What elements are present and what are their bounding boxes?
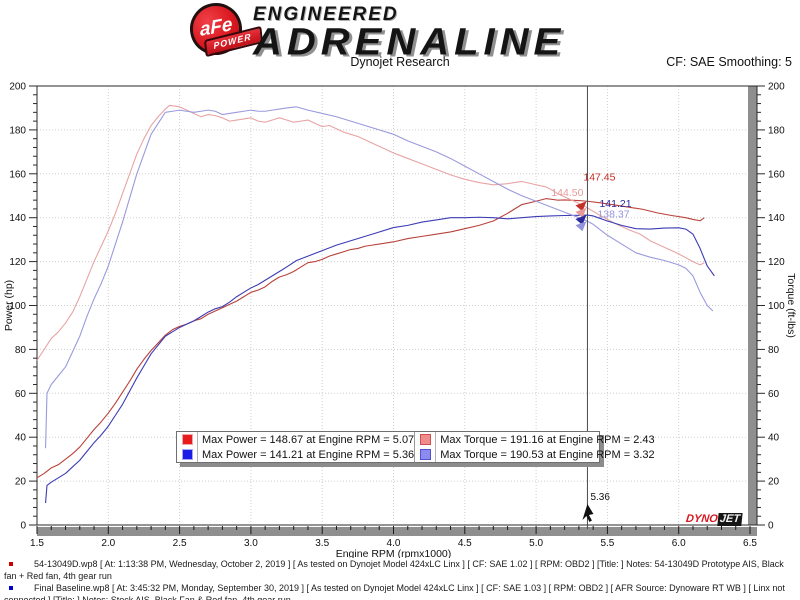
cursor-marker-arrow — [575, 207, 587, 218]
curve-power-54-13049d — [36, 198, 705, 479]
legend-swatch-box — [177, 432, 198, 447]
cursor-readout-value: 147.45 — [583, 171, 615, 183]
x-tick-label: 3.0 — [244, 538, 258, 549]
legend-box[interactable]: Max Power = 148.67 at Engine RPM = 5.07 M… — [176, 431, 655, 463]
cursor-readout-value: 141.21 — [599, 198, 631, 210]
curve-torque-54-13049d — [36, 104, 705, 361]
cursor-pointer-icon — [582, 504, 594, 522]
legend-entry-text: Max Power = 148.67 at Engine RPM = 5.07 — [202, 433, 415, 446]
x-tick-label: 2.5 — [173, 538, 187, 549]
y-left-tick-label: 80 — [15, 345, 27, 356]
smoothing-note: CF: SAE Smoothing: 5 — [666, 55, 792, 69]
x-axis-title: Engine RPM (rpmx1000) — [336, 548, 452, 558]
y-right-axis-title: Torque (ft-lbs) — [785, 273, 797, 338]
run-info-text: Final Baseline.wp8 [ At: 3:45:32 PM, Mon… — [4, 583, 785, 600]
x-tick-label: 3.5 — [315, 538, 329, 549]
y-right-tick-label: 120 — [768, 257, 785, 268]
y-left-tick-label: 60 — [15, 389, 27, 400]
x-tick-label: 1.5 — [30, 538, 44, 549]
chart-title: Dynojet Research — [350, 55, 450, 69]
y-left-tick-label: 120 — [9, 257, 26, 268]
cursor-rpm-label: 5.36 — [590, 492, 610, 503]
brand-adrenaline-text: ADRENALINE — [253, 20, 566, 64]
x-tick-label: 4.0 — [387, 538, 401, 549]
dyno-plot: 0 20 40 60 80 100 120 140 160 180 200 0 20 40 60 80 100 1… — [3, 82, 797, 559]
y-right-tick-label: 200 — [768, 82, 785, 93]
legend-entry: Max Torque = 191.16 at Engine RPM = 2.43 — [414, 432, 655, 447]
cursor-readout-value: 138.37 — [597, 208, 629, 220]
legend-entry: Max Torque = 190.53 at Engine RPM = 3.32 — [414, 447, 655, 462]
cursor-readout-value: 144.50 — [551, 187, 583, 199]
y-right-tick-label: 160 — [768, 169, 785, 180]
legend-entry-text: Max Power = 141.21 at Engine RPM = 5.36 — [202, 448, 415, 461]
y-right-tick-label: 40 — [768, 433, 780, 444]
run-bullet-icon — [9, 586, 13, 590]
curve-torque-final-baseline — [45, 106, 714, 449]
legend-swatch — [181, 434, 193, 445]
y-left-tick-label: 100 — [9, 301, 26, 312]
legend-entry: Max Power = 148.67 at Engine RPM = 5.07 — [177, 432, 414, 447]
x-tick-label: 6.0 — [672, 538, 686, 549]
dynojet-logo-jet: JET — [717, 513, 743, 526]
legend-swatch-box — [177, 447, 198, 462]
y-right-tick-label: 180 — [768, 125, 785, 136]
cursor-marker-arrow — [575, 201, 587, 212]
y-left-tick-label: 0 — [20, 521, 26, 532]
y-left-tick-label: 40 — [15, 433, 27, 444]
legend-entry-text: Max Torque = 191.16 at Engine RPM = 2.43 — [440, 433, 655, 446]
run-info-line: Final Baseline.wp8 [ At: 3:45:32 PM, Mon… — [4, 583, 797, 600]
y-left-tick-label: 140 — [9, 213, 26, 224]
x-tick-label: 2.0 — [101, 538, 115, 549]
y-left-axis-title: Power (hp) — [3, 280, 15, 331]
x-tick-label: 4.5 — [458, 538, 472, 549]
legend-entry-text: Max Torque = 190.53 at Engine RPM = 3.32 — [440, 448, 655, 461]
y-left-tick-label: 20 — [15, 477, 27, 488]
legend-swatch — [419, 434, 431, 445]
y-right-tick-label: 60 — [768, 389, 780, 400]
x-tick-label: 5.5 — [600, 538, 614, 549]
x-tick-label: 5.0 — [529, 538, 543, 549]
run-bullet-icon — [9, 562, 13, 566]
cursor-marker-arrow — [575, 215, 587, 226]
y-right-tick-label: 140 — [768, 213, 785, 224]
dynojet-logo: DYNOJET — [685, 513, 743, 526]
y-left-tick-label: 180 — [9, 125, 26, 136]
brand-engineered-text: ENGINEERED — [253, 3, 399, 26]
legend-entry: Max Power = 141.21 at Engine RPM = 5.36 — [177, 447, 414, 462]
run-info-line: 54-13049D.wp8 [ At: 1:13:38 PM, Wednesda… — [4, 559, 797, 582]
y-right-tick-label: 100 — [768, 301, 785, 312]
legend-swatch-box — [415, 447, 437, 462]
y-right-tick-label: 80 — [768, 345, 780, 356]
run-info-footer: 54-13049D.wp8 [ At: 1:13:38 PM, Wednesda… — [4, 559, 797, 600]
curve-power-final-baseline — [45, 214, 715, 504]
y-right-tick-label: 0 — [768, 521, 774, 532]
cursor-marker-arrow — [575, 221, 587, 232]
legend-swatch — [419, 449, 431, 460]
run-info-text: 54-13049D.wp8 [ At: 1:13:38 PM, Wednesda… — [4, 559, 784, 581]
brand-wordmark: ENGINEERED ADRENALINE — [253, 3, 566, 64]
vertical-scrollbar[interactable] — [748, 86, 757, 525]
dynojet-logo-dyno: DYNO — [685, 513, 719, 525]
x-tick-label: 6.5 — [743, 538, 757, 549]
legend-swatch — [181, 449, 193, 460]
legend-swatch-box — [415, 432, 437, 447]
y-left-tick-label: 160 — [9, 169, 26, 180]
y-left-tick-label: 200 — [9, 82, 26, 93]
horizontal-scrollbar[interactable] — [37, 527, 757, 536]
y-right-tick-label: 20 — [768, 477, 780, 488]
